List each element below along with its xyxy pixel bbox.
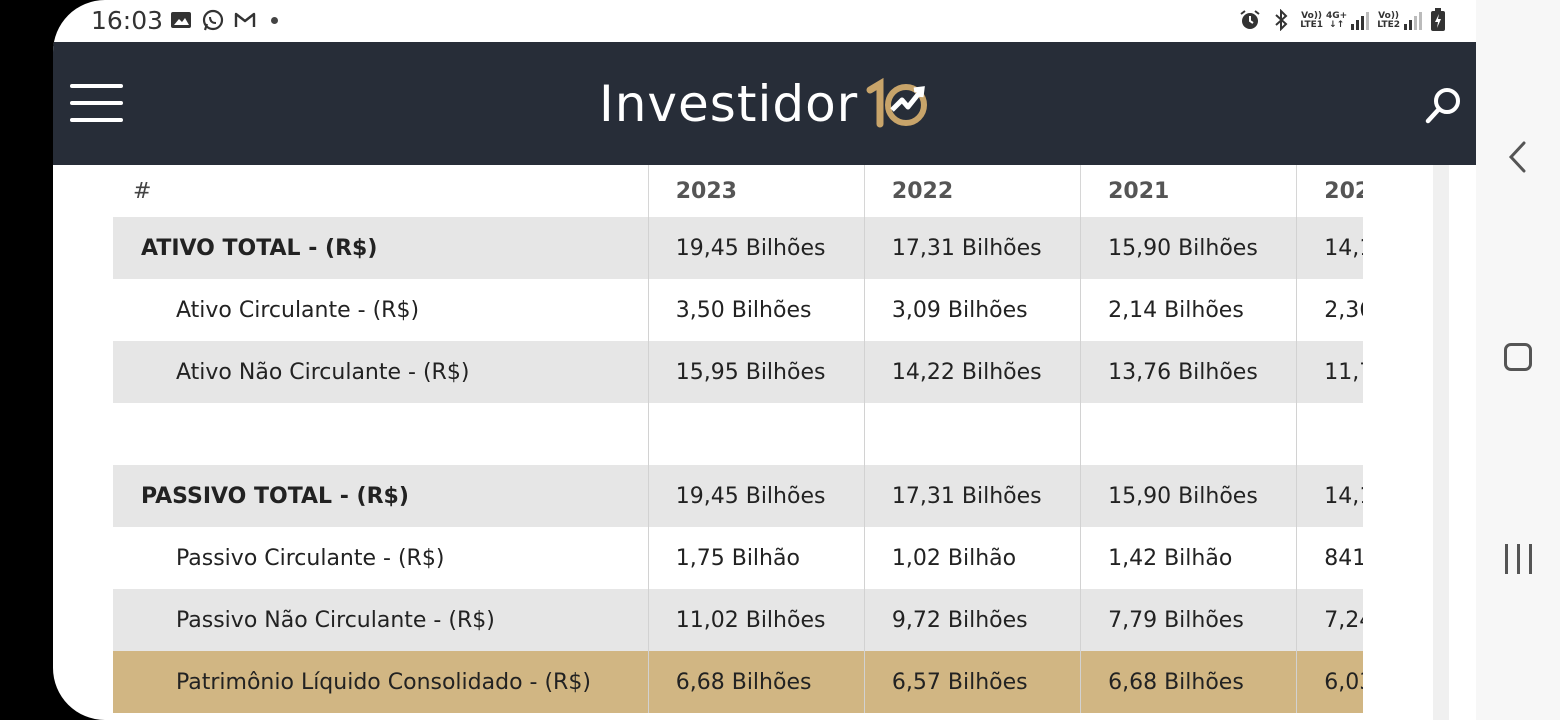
investidor10-logo[interactable]: Investidor (599, 72, 930, 136)
row-label: Passivo Não Circulante - (R$) (113, 589, 649, 651)
row-label (113, 403, 649, 465)
vertical-scrollbar[interactable] (1433, 165, 1449, 720)
row-value: 1,42 Bilhão (1080, 527, 1297, 589)
row-value: 6,68 Bilhões (647, 651, 865, 713)
lte1-label: LTE1 (1300, 20, 1323, 30)
notification-dot (271, 16, 278, 24)
table-row-spacer (113, 403, 1363, 465)
balance-sheet-table-container[interactable]: # 2023 2022 2021 2020 ATIVO TOTAL - (R$)… (113, 165, 1363, 720)
row-value (1296, 403, 1363, 465)
header-year[interactable]: 2022 (863, 165, 1081, 217)
row-value: 14,11 Bilhões (1296, 465, 1363, 527)
volte-label: Vo)) (1301, 11, 1323, 21)
row-value: 15,90 Bilhões (1080, 217, 1297, 279)
row-label: Passivo Circulante - (R$) (113, 527, 649, 589)
row-value: 1,02 Bilhão (863, 527, 1081, 589)
row-value: 2,36 Bilhões (1296, 279, 1363, 341)
volte-label-2: Vo)) (1378, 11, 1400, 21)
row-value: 11,02 Bilhões (647, 589, 865, 651)
signal-bars-icon (1351, 12, 1370, 30)
gallery-icon (171, 12, 191, 28)
battery-charging-icon (1431, 8, 1445, 31)
row-value: 19,45 Bilhões (647, 217, 865, 279)
gmail-icon (234, 12, 256, 27)
row-value: 15,95 Bilhões (647, 341, 865, 403)
table-row: Passivo Não Circulante - (R$) 11,02 Bilh… (113, 589, 1363, 651)
bluetooth-icon (1275, 9, 1288, 31)
row-label: Patrimônio Líquido Consolidado - (R$) (113, 651, 649, 713)
row-value: 14,11 Bilhões (1296, 217, 1363, 279)
row-value: 6,03 Bilhões (1296, 651, 1363, 713)
phone-screen: 16:03 (53, 0, 1476, 720)
row-value: 11,75 Bilhões (1296, 341, 1363, 403)
logo-10-mark (866, 77, 928, 128)
table-row: Passivo Circulante - (R$) 1,75 Bilhão 1,… (113, 527, 1363, 589)
data-arrows-icon: ↓↑ (1329, 20, 1345, 30)
row-value: 17,31 Bilhões (863, 217, 1081, 279)
balance-sheet-table: # 2023 2022 2021 2020 ATIVO TOTAL - (R$)… (113, 165, 1363, 713)
row-label: Ativo Circulante - (R$) (113, 279, 649, 341)
status-bar: 16:03 (53, 0, 1476, 42)
signal-bars-2-icon (1404, 12, 1422, 30)
table-row: Ativo Não Circulante - (R$) 15,95 Bilhõe… (113, 341, 1363, 403)
row-value: 7,79 Bilhões (1080, 589, 1297, 651)
row-value: 15,90 Bilhões (1080, 465, 1297, 527)
row-value: 19,45 Bilhões (647, 465, 865, 527)
table-row: ATIVO TOTAL - (R$) 19,45 Bilhões 17,31 B… (113, 217, 1363, 279)
alarm-icon (1240, 10, 1260, 29)
row-value (863, 403, 1081, 465)
network-label: 4G+ (1326, 11, 1348, 21)
row-value: 2,14 Bilhões (1080, 279, 1297, 341)
row-value: 13,76 Bilhões (1080, 341, 1297, 403)
search-icon[interactable] (1424, 85, 1464, 125)
row-value: 7,24 Bilhões (1296, 589, 1363, 651)
row-value: 17,31 Bilhões (863, 465, 1081, 527)
header-year[interactable]: 2023 (647, 165, 865, 217)
row-value (1080, 403, 1297, 465)
status-time: 16:03 (91, 6, 164, 35)
logo-text: Investidor (599, 75, 859, 133)
row-value: 9,72 Bilhões (863, 589, 1081, 651)
back-icon[interactable] (1506, 140, 1530, 174)
row-value: 3,50 Bilhões (647, 279, 865, 341)
row-value: 1,75 Bilhão (647, 527, 865, 589)
recent-apps-icon[interactable] (1505, 544, 1533, 574)
row-value (647, 403, 865, 465)
table-row: Ativo Circulante - (R$) 3,50 Bilhões 3,0… (113, 279, 1363, 341)
table-row: PASSIVO TOTAL - (R$) 19,45 Bilhões 17,31… (113, 465, 1363, 527)
menu-icon[interactable] (70, 84, 123, 122)
row-label: Ativo Não Circulante - (R$) (113, 341, 649, 403)
header-year[interactable]: 2021 (1080, 165, 1297, 217)
row-value: 6,57 Bilhões (863, 651, 1081, 713)
row-label: PASSIVO TOTAL - (R$) (113, 465, 649, 527)
row-value: 6,68 Bilhões (1080, 651, 1297, 713)
whatsapp-icon (202, 9, 224, 31)
lte2-signal-icon: Vo)) LTE2 (1377, 10, 1423, 30)
header-year[interactable]: 2020 (1296, 165, 1363, 217)
app-header: Investidor (53, 42, 1476, 165)
home-icon[interactable] (1504, 343, 1532, 371)
lte1-signal-icon: Vo)) LTE1 4G+ ↓↑ (1300, 10, 1370, 30)
table-header-row: # 2023 2022 2021 2020 (113, 165, 1363, 217)
lte2-label: LTE2 (1377, 20, 1400, 30)
row-value: 14,22 Bilhões (863, 341, 1081, 403)
row-label: ATIVO TOTAL - (R$) (113, 217, 649, 279)
system-navigation-bar (1476, 0, 1560, 720)
header-hash: # (133, 178, 152, 204)
table-row-highlighted: Patrimônio Líquido Consolidado - (R$) 6,… (113, 651, 1363, 713)
row-value: 841,64 (1296, 527, 1363, 589)
row-value: 3,09 Bilhões (863, 279, 1081, 341)
